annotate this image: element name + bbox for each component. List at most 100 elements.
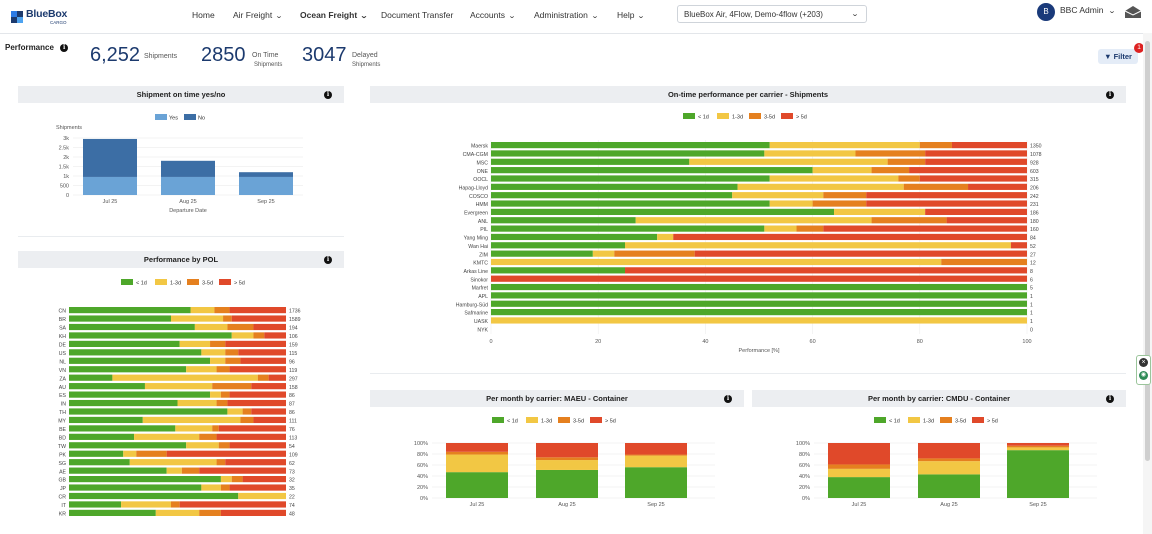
info-icon[interactable]: i [324,255,332,264]
nav-item-label: Document Transfer [381,10,454,20]
context-selector-value: BlueBox Air, 4Flow, Demo-4flow (+203) [684,10,823,19]
info-icon[interactable]: i [1106,90,1114,99]
row-count: 87 [289,402,295,408]
envelope-icon[interactable] [1124,5,1142,19]
bar-segment [919,175,1027,182]
row-label: ZA [59,376,66,382]
row-label: Yang Ming [464,236,489,242]
page-scrollbar[interactable] [1143,33,1152,534]
bar-segment [227,408,243,415]
bluebox-logo[interactable]: BlueBox CARGO [10,6,70,28]
row-label: GB [59,478,67,484]
row-label: PIL [480,227,488,233]
bar-segment [491,192,733,199]
legend-swatch [717,113,729,119]
nav-item-document-transfer[interactable]: Document Transfer [381,0,453,33]
bar-segment [491,167,813,174]
row-count: 52 [1030,244,1036,250]
bar-no [161,160,215,177]
panel-title: Shipment on time yes/no [136,90,226,99]
row-label: DE [59,343,67,349]
legend-label: > 5d [234,281,245,287]
y-tick-label: 60% [799,463,810,469]
bar-segment [220,476,232,483]
chevron-down-icon: ⌄ [359,13,369,20]
bar-segment [69,509,156,516]
legend-swatch [683,113,695,119]
y-tick-label: 1.5k [59,165,70,171]
bar-segment [941,258,1027,266]
bar-segment [834,208,926,215]
row-label: IN [61,402,66,408]
settings-icon[interactable]: ◉ [1139,371,1148,380]
legend-label: 1-3d [732,115,743,121]
panel-header-maeu: Per month by carrier: MAEU - Container i [370,390,744,407]
scrollbar-thumb[interactable] [1145,41,1150,461]
filter-button[interactable]: ▼ Filter [1098,49,1138,64]
bar-segment [536,460,598,470]
close-icon[interactable]: × [1139,358,1148,367]
bar-segment [1007,450,1069,498]
kpi-delayed-sublabel: Shipments [352,62,381,68]
divider [18,236,344,237]
info-icon[interactable]: i [60,43,69,52]
bar-segment [812,167,872,174]
row-count: 109 [289,452,298,458]
bar-yes [83,176,137,195]
kpi-ontime-sublabel: Shipments [254,62,283,68]
y-tick-label: 0% [802,496,810,502]
bar-segment [257,374,269,381]
logo-mark-icon [11,11,23,23]
bar-segment [129,459,217,466]
bar-segment [69,332,232,339]
y-tick-label: 0 [66,193,69,199]
nav-item-accounts[interactable]: Accounts ⌄ [470,0,516,33]
row-count: 1078 [1030,152,1042,158]
nav-item-home[interactable]: Home [192,0,215,33]
bar-segment [229,307,286,314]
row-count: 1 [1030,319,1033,325]
info-icon[interactable]: i [1106,394,1114,403]
legend-swatch [781,113,793,119]
bar-segment [446,451,508,455]
y-axis-label: Shipments [56,125,82,131]
bar-segment [240,357,286,364]
row-count: 96 [289,359,295,365]
bar-segment [918,458,980,462]
bar-segment [491,258,942,266]
bar-segment [491,200,770,207]
context-selector[interactable]: BlueBox Air, 4Flow, Demo-4flow (+203) ⌄ [677,5,867,23]
nav-item-air-freight[interactable]: Air Freight ⌄ [233,0,283,33]
bar-segment [903,183,969,190]
bar-segment [69,383,145,390]
row-count: 48 [289,512,295,518]
bar-segment [69,450,124,457]
side-widget[interactable]: × ◉ [1136,355,1151,385]
row-label: HMM [476,202,488,208]
info-icon[interactable]: i [324,90,332,99]
bar-segment [536,469,598,498]
avatar[interactable]: B [1037,3,1055,21]
legend-swatch [526,417,538,423]
bar-segment [194,323,228,331]
bar-segment [238,492,286,500]
nav-item-label: Air Freight [233,10,273,20]
row-label: AE [59,469,66,475]
kpi-delayed-label: Delayed [352,52,378,59]
nav-item-administration[interactable]: Administration ⌄ [534,0,599,33]
row-label: CMA-CGM [463,152,488,158]
user-menu[interactable]: BBC Admin ⌄ [1060,5,1116,15]
nav-item-help[interactable]: Help ⌄ [617,0,646,33]
filter-count-badge: 1 [1134,43,1144,53]
bar-segment [225,459,286,466]
row-count: 106 [289,334,298,340]
bar-segment [828,464,890,469]
nav-item-ocean-freight[interactable]: Ocean Freight ⌄ [300,0,369,33]
bar-segment [491,217,636,224]
bar-segment [227,323,254,331]
bar-segment [491,283,1027,291]
info-icon[interactable]: i [724,394,732,403]
legend-swatch [155,114,167,120]
bar-segment [201,349,226,356]
legend-label: 3-5d [955,419,966,425]
